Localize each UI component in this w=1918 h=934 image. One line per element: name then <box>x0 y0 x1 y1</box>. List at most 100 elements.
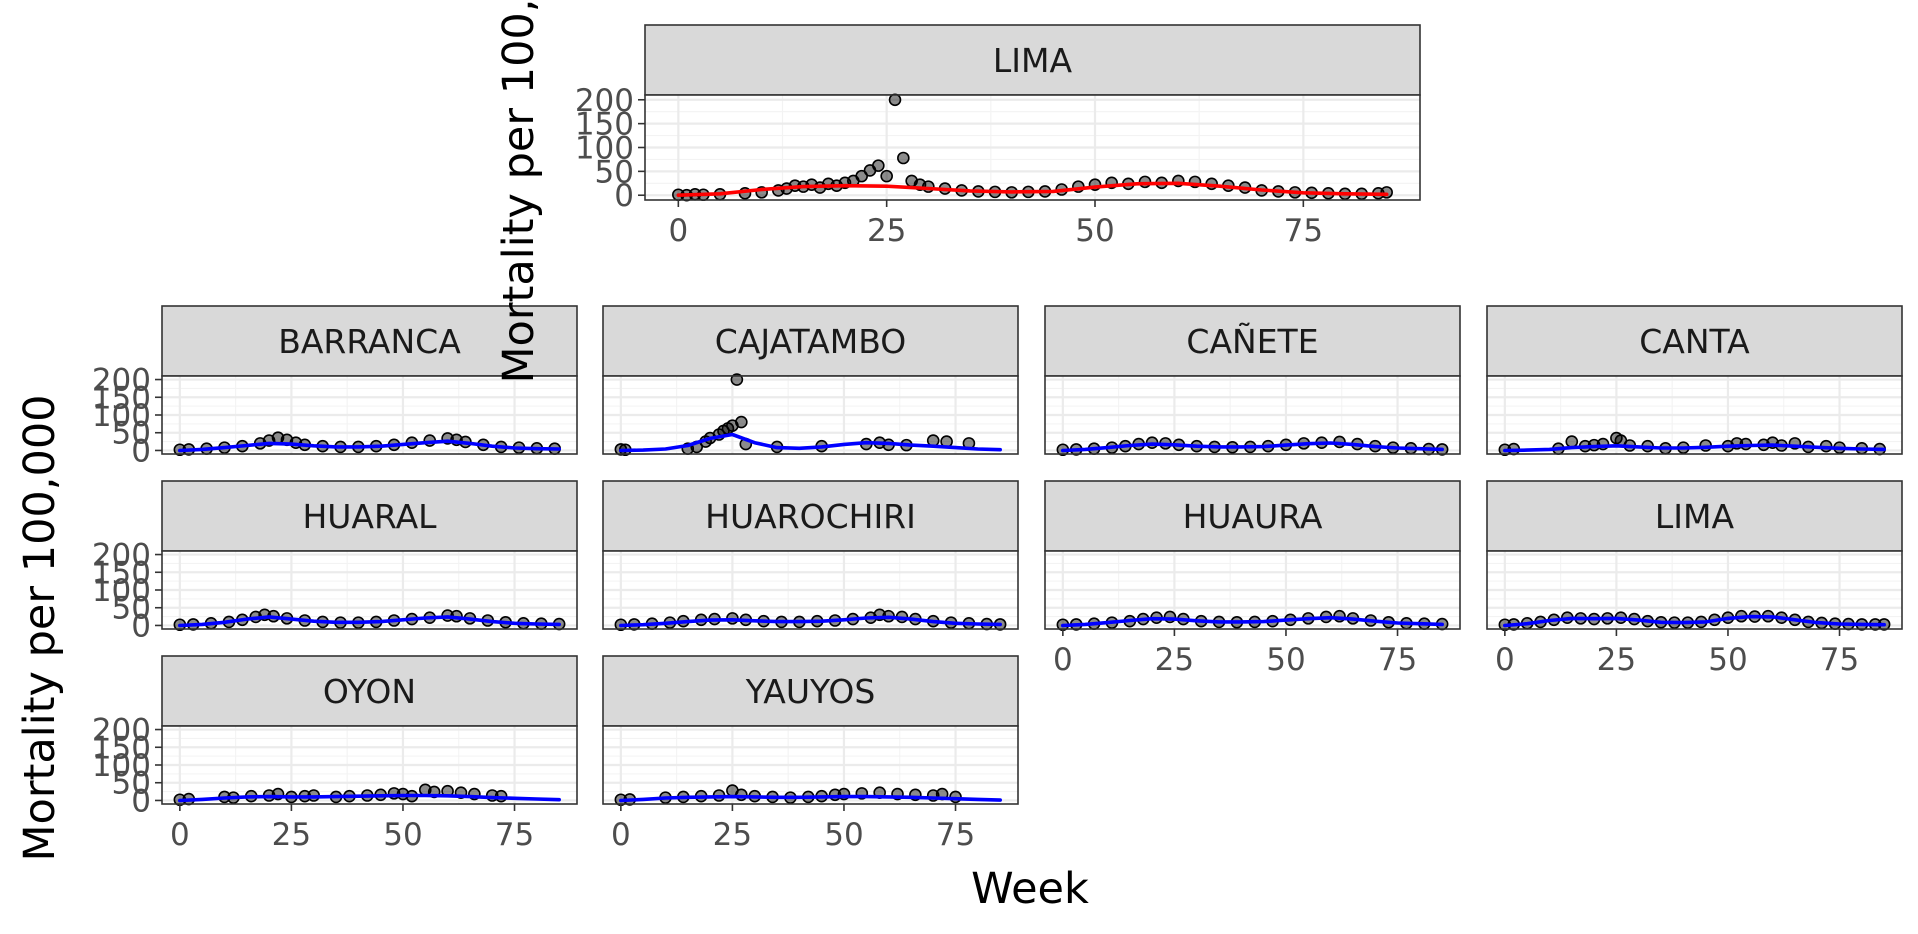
facet-strip-label: HUAROCHIRI <box>705 497 916 536</box>
x-tick-label: 25 <box>1155 642 1194 678</box>
y-tick-label: 50 <box>112 416 151 452</box>
y-tick-label: 150 <box>92 380 151 416</box>
facet-strip <box>1486 480 1903 552</box>
x-tick-label: 50 <box>1075 213 1114 249</box>
data-point <box>897 151 910 165</box>
x-tick-label: 75 <box>936 817 975 853</box>
x-tick-label: 0 <box>611 817 631 853</box>
x-axis-title: Week <box>971 864 1089 914</box>
data-point <box>880 169 893 183</box>
facet-canta: CANTA <box>1486 305 1903 457</box>
x-tick-label: 25 <box>867 213 906 249</box>
trend-line <box>1503 614 1886 628</box>
facet-strip <box>602 305 1019 377</box>
data-point <box>1565 435 1579 448</box>
facet-strip-label: YAUYOS <box>745 672 876 711</box>
x-tick-label: 0 <box>1053 642 1073 678</box>
x-tick-label: 0 <box>668 213 688 249</box>
facet-lima: LIMA 0 25 50 75 <box>1486 480 1903 678</box>
top-y-axis-title: Mortality per 100,000 <box>494 0 544 384</box>
panel-border <box>1044 550 1461 630</box>
facet-strip-label: CANTA <box>1639 322 1750 361</box>
y-tick-label: 200 <box>92 713 151 749</box>
x-tick-label: 25 <box>272 817 311 853</box>
facet-strip-label: LIMA <box>993 41 1073 80</box>
x-tick-label: 0 <box>170 817 190 853</box>
y-tick-label: 150 <box>92 730 151 766</box>
facet-cajatambo: CAJATAMBO <box>602 305 1019 457</box>
y-tick-label: 0 <box>131 783 151 819</box>
trend-line <box>676 181 1389 197</box>
data-point <box>888 93 902 107</box>
trend-line <box>1503 443 1886 453</box>
data-point <box>855 169 868 183</box>
y-tick-label: 100 <box>575 131 634 167</box>
y-tick-label: 50 <box>112 591 151 627</box>
y-tick-label: 200 <box>92 363 151 399</box>
y-tick-label: 50 <box>112 766 151 802</box>
y-tick-label: 50 <box>595 154 634 190</box>
trend-line <box>178 439 561 453</box>
data-point <box>735 788 748 802</box>
facet-strip-label: HUARAL <box>302 497 437 536</box>
facet-ca-ete: CAÑETE <box>1044 305 1461 457</box>
x-tick-label: 75 <box>1378 642 1417 678</box>
facet-strip-label: CAÑETE <box>1186 322 1318 361</box>
facet-strip <box>161 655 578 727</box>
trend-line <box>1061 441 1444 453</box>
facet-strip-label: OYON <box>323 672 416 711</box>
x-tick-label: 25 <box>713 817 752 853</box>
facet-strip <box>161 305 578 377</box>
trend-line <box>619 794 1002 803</box>
facet-strip <box>602 480 1019 552</box>
data-point <box>735 415 748 429</box>
facet-strip <box>644 24 1421 96</box>
facet-strip <box>602 655 1019 727</box>
facet-yauyos: YAUYOS 0 25 50 75 <box>602 655 1019 853</box>
y-tick-label: 0 <box>131 433 151 469</box>
x-tick-label: 50 <box>383 817 422 853</box>
y-axis-title: Mortality per 100,000 <box>15 394 65 861</box>
trend-line <box>178 615 561 628</box>
x-tick-label: 0 <box>1495 642 1515 678</box>
data-point <box>1380 186 1393 199</box>
x-tick-label: 25 <box>1597 642 1636 678</box>
panel-border <box>1486 550 1903 630</box>
facet-strip-label: BARRANCA <box>278 322 461 361</box>
y-tick-label: 150 <box>92 555 151 591</box>
facet-strip-label: CAJATAMBO <box>715 322 906 361</box>
panel-border <box>602 725 1019 805</box>
x-tick-label: 75 <box>495 817 534 853</box>
data-point <box>872 159 885 172</box>
x-tick-label: 50 <box>824 817 863 853</box>
x-tick-label: 50 <box>1708 642 1747 678</box>
y-tick-label: 100 <box>92 748 151 784</box>
y-tick-label: 0 <box>614 178 634 214</box>
panel-border <box>602 550 1019 630</box>
facet-strip <box>1486 305 1903 377</box>
y-tick-label: 100 <box>92 398 151 434</box>
y-tick-label: 200 <box>575 83 634 119</box>
x-tick-label: 75 <box>1284 213 1323 249</box>
y-tick-label: 0 <box>131 608 151 644</box>
panel-border <box>1044 375 1461 455</box>
y-tick-label: 150 <box>575 107 634 143</box>
y-tick-label: 100 <box>92 573 151 609</box>
x-tick-label: 50 <box>1266 642 1305 678</box>
facet-strip-label: HUAURA <box>1183 497 1323 536</box>
facet-strip-label: LIMA <box>1655 497 1735 536</box>
facet-strip <box>161 480 578 552</box>
panel-border <box>1486 375 1903 455</box>
y-tick-label: 200 <box>92 538 151 574</box>
facet-huarochiri: HUAROCHIRI <box>602 480 1019 632</box>
trend-line <box>619 432 1002 453</box>
facet-strip <box>1044 305 1461 377</box>
trend-line <box>1061 615 1444 628</box>
x-tick-label: 75 <box>1820 642 1859 678</box>
